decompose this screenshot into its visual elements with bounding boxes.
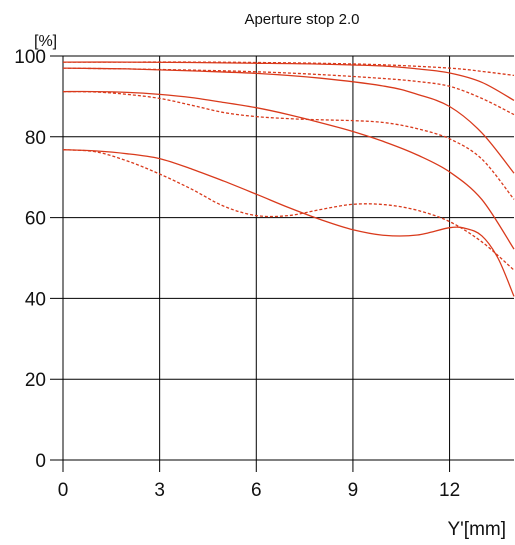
series-line-4-dashed <box>62 67 515 116</box>
y-tick-label: 40 <box>25 289 46 310</box>
gridlines <box>50 55 514 472</box>
y-tick-labels: 0 20 40 60 80 100 <box>14 47 46 472</box>
series-lines <box>62 61 515 297</box>
series-line-6-dashed <box>62 90 515 200</box>
y-tick-label: 20 <box>25 370 46 391</box>
y-tick-label: 0 <box>35 451 46 472</box>
x-tick-label: 3 <box>154 480 165 501</box>
series-line-3-solid <box>62 67 515 174</box>
series-line-5-solid <box>62 90 515 250</box>
x-tick-label: 9 <box>348 480 359 501</box>
x-tick-label: 6 <box>251 480 262 501</box>
series-line-8-dashed <box>62 149 515 271</box>
series-line-2-dashed <box>63 61 515 77</box>
chart-title: Aperture stop 2.0 <box>244 11 359 28</box>
y-tick-label: 60 <box>25 209 46 230</box>
x-tick-label: 0 <box>58 480 69 501</box>
x-axis-label: Y'[mm] <box>447 519 506 540</box>
x-tick-label: 12 <box>439 480 460 501</box>
x-tick-labels: 0 3 6 9 12 <box>58 480 460 501</box>
y-axis-label: [%] <box>34 33 57 50</box>
y-tick-label: 100 <box>14 47 46 68</box>
y-tick-label: 80 <box>25 128 46 149</box>
series-line-7-solid <box>62 149 515 297</box>
